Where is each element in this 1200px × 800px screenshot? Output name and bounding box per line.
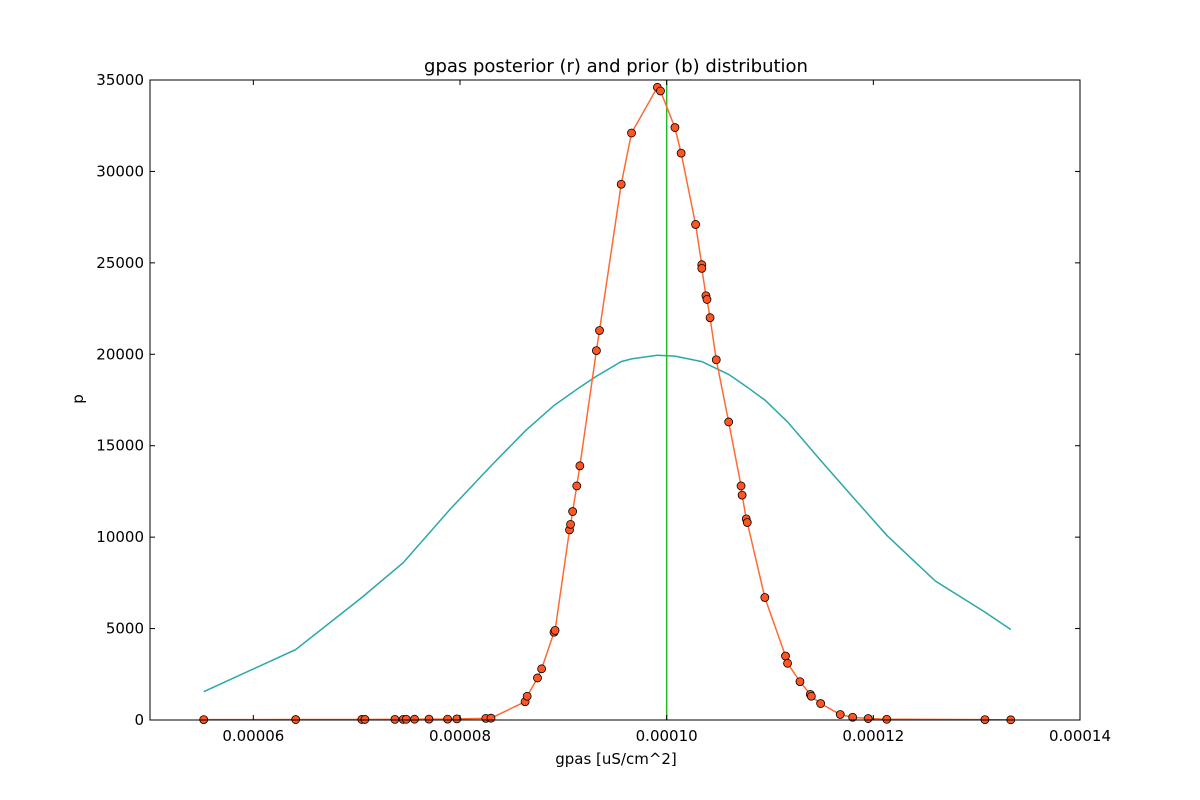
data-point	[401, 714, 411, 724]
y-axis-label: p	[69, 394, 87, 404]
data-point	[533, 673, 542, 683]
data-point	[882, 714, 892, 724]
data-point	[724, 417, 734, 427]
data-point	[568, 507, 578, 516]
series-line-prior	[203, 354, 1012, 693]
data-point	[676, 148, 686, 158]
data-point	[572, 481, 582, 491]
y-tick-label: 25000	[96, 254, 144, 272]
data-point	[537, 664, 547, 674]
series-group	[203, 80, 1012, 720]
data-point	[443, 714, 453, 724]
data-point	[760, 593, 770, 602]
y-axis: 0 5000 10000 15000 20000 25000 30000 35000	[96, 71, 1080, 729]
x-axis: 0.00006 0.00008 0.00010 0.00012 0.00014	[222, 80, 1111, 745]
plot-area	[149, 79, 1081, 725]
data-point	[656, 86, 665, 96]
data-point	[410, 714, 419, 724]
data-point	[702, 295, 712, 304]
data-point	[486, 713, 496, 723]
data-point	[691, 220, 700, 229]
data-point	[783, 658, 792, 668]
data-point	[835, 710, 845, 719]
data-point	[806, 691, 816, 701]
posterior-points	[199, 82, 1016, 725]
x-tick-label: 0.00014	[1049, 727, 1111, 745]
y-tick-label: 20000	[96, 345, 144, 363]
y-tick-label: 35000	[96, 71, 144, 89]
data-point	[550, 626, 560, 635]
data-point	[697, 263, 707, 273]
plot-frame	[149, 79, 1081, 721]
data-point	[736, 481, 746, 491]
y-tick-label: 30000	[96, 162, 144, 180]
data-point	[795, 677, 805, 686]
data-point	[816, 699, 826, 708]
data-point	[616, 179, 626, 189]
y-tick-label: 15000	[96, 437, 144, 455]
x-axis-label: gpas [uS/cm^2]	[555, 750, 677, 768]
y-tick-label: 5000	[106, 620, 144, 638]
data-point	[742, 518, 752, 527]
data-point	[781, 651, 790, 661]
data-point	[670, 123, 680, 132]
data-point	[595, 326, 604, 335]
x-tick-label: 0.00008	[429, 727, 491, 745]
data-point	[566, 519, 575, 529]
x-tick-label: 0.00012	[842, 727, 904, 745]
data-point	[360, 715, 370, 724]
series-line-posterior	[203, 86, 1011, 720]
data-point	[522, 691, 532, 701]
data-point	[575, 461, 585, 471]
data-point	[452, 714, 462, 724]
data-point	[711, 355, 721, 365]
x-tick-label: 0.00010	[636, 727, 698, 745]
data-point	[848, 712, 858, 722]
y-tick-label: 10000	[96, 528, 144, 546]
data-point	[737, 490, 747, 500]
data-point	[863, 714, 873, 723]
x-tick-label: 0.00006	[222, 727, 284, 745]
y-tick-label: 0	[134, 711, 144, 729]
data-point	[390, 714, 400, 724]
data-point	[424, 714, 434, 724]
data-point	[705, 313, 715, 323]
chart-title: gpas posterior (r) and prior (b) distrib…	[424, 56, 808, 77]
data-point	[627, 128, 636, 138]
data-point	[592, 346, 601, 356]
